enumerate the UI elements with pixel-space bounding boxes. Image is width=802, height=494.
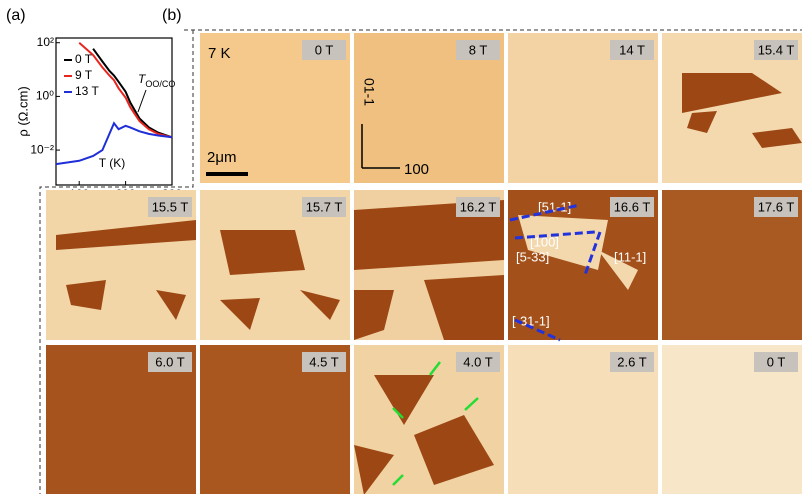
micrograph-tile: 4.0 T: [354, 345, 504, 494]
annotation: TOO/CO: [138, 72, 175, 89]
legend-label: 13 T: [75, 84, 99, 98]
micrograph-tile: 4.5 T: [200, 345, 350, 494]
annotation-arrow: [138, 90, 146, 112]
micrograph-tile: 15.5 T: [46, 190, 196, 340]
field-label: 0 T: [767, 354, 786, 369]
field-label: 17.6 T: [758, 199, 795, 214]
field-label: 16.2 T: [460, 199, 497, 214]
temperature-label: 7 K: [208, 45, 231, 62]
field-label: 4.0 T: [463, 354, 492, 369]
micrograph-tile: 15.7 T: [200, 190, 350, 340]
panel-label: (b): [162, 7, 182, 24]
y-tick-label: 10²: [37, 35, 54, 49]
micrograph-tile: 16.2 T: [354, 190, 504, 340]
y-axis-label: ρ (Ω.cm): [15, 86, 30, 136]
micrograph-tile: 6.0 T: [46, 345, 196, 494]
axis-label: 01-1: [361, 78, 377, 106]
x-axis-label: T (K): [99, 156, 125, 170]
axis-label: 100: [404, 161, 429, 178]
y-tick-label: 10⁰: [36, 89, 54, 103]
field-label: 14 T: [619, 42, 645, 57]
domain: [220, 230, 305, 275]
direction-label: [11-1]: [614, 249, 646, 264]
field-label: 15.5 T: [152, 199, 189, 214]
scale-bar-label: 2μm: [207, 149, 236, 166]
field-label: 2.6 T: [617, 354, 646, 369]
field-label: 0 T: [315, 42, 334, 57]
series-line: [93, 49, 172, 138]
y-tick-label: 10⁻²: [30, 142, 54, 156]
legend-label: 0 T: [75, 52, 93, 66]
field-label: 6.0 T: [155, 354, 184, 369]
panel-label: (a): [6, 7, 26, 24]
micrograph-tile: 15.4 T: [662, 33, 802, 183]
micrograph-tile: 17.6 T: [662, 190, 802, 340]
direction-label: [51-1]: [538, 199, 571, 214]
micrograph-tile: 2.6 T: [508, 345, 658, 494]
field-label: 15.7 T: [306, 199, 343, 214]
legend-label: 9 T: [75, 68, 93, 82]
annotation-subscript: OO/CO: [145, 79, 175, 89]
direction-label: [5-33]: [516, 249, 549, 264]
field-label: 4.5 T: [309, 354, 338, 369]
figure: (a) (b) 10²10⁰10⁻²100200300ρ (Ω.cm)T (K)…: [0, 0, 802, 494]
field-label: 16.6 T: [614, 199, 651, 214]
micrograph-tile: 14 T: [508, 33, 658, 183]
field-label: 8 T: [469, 42, 488, 57]
micrograph-tile: 0 T: [662, 345, 802, 494]
field-label: 15.4 T: [758, 42, 795, 57]
